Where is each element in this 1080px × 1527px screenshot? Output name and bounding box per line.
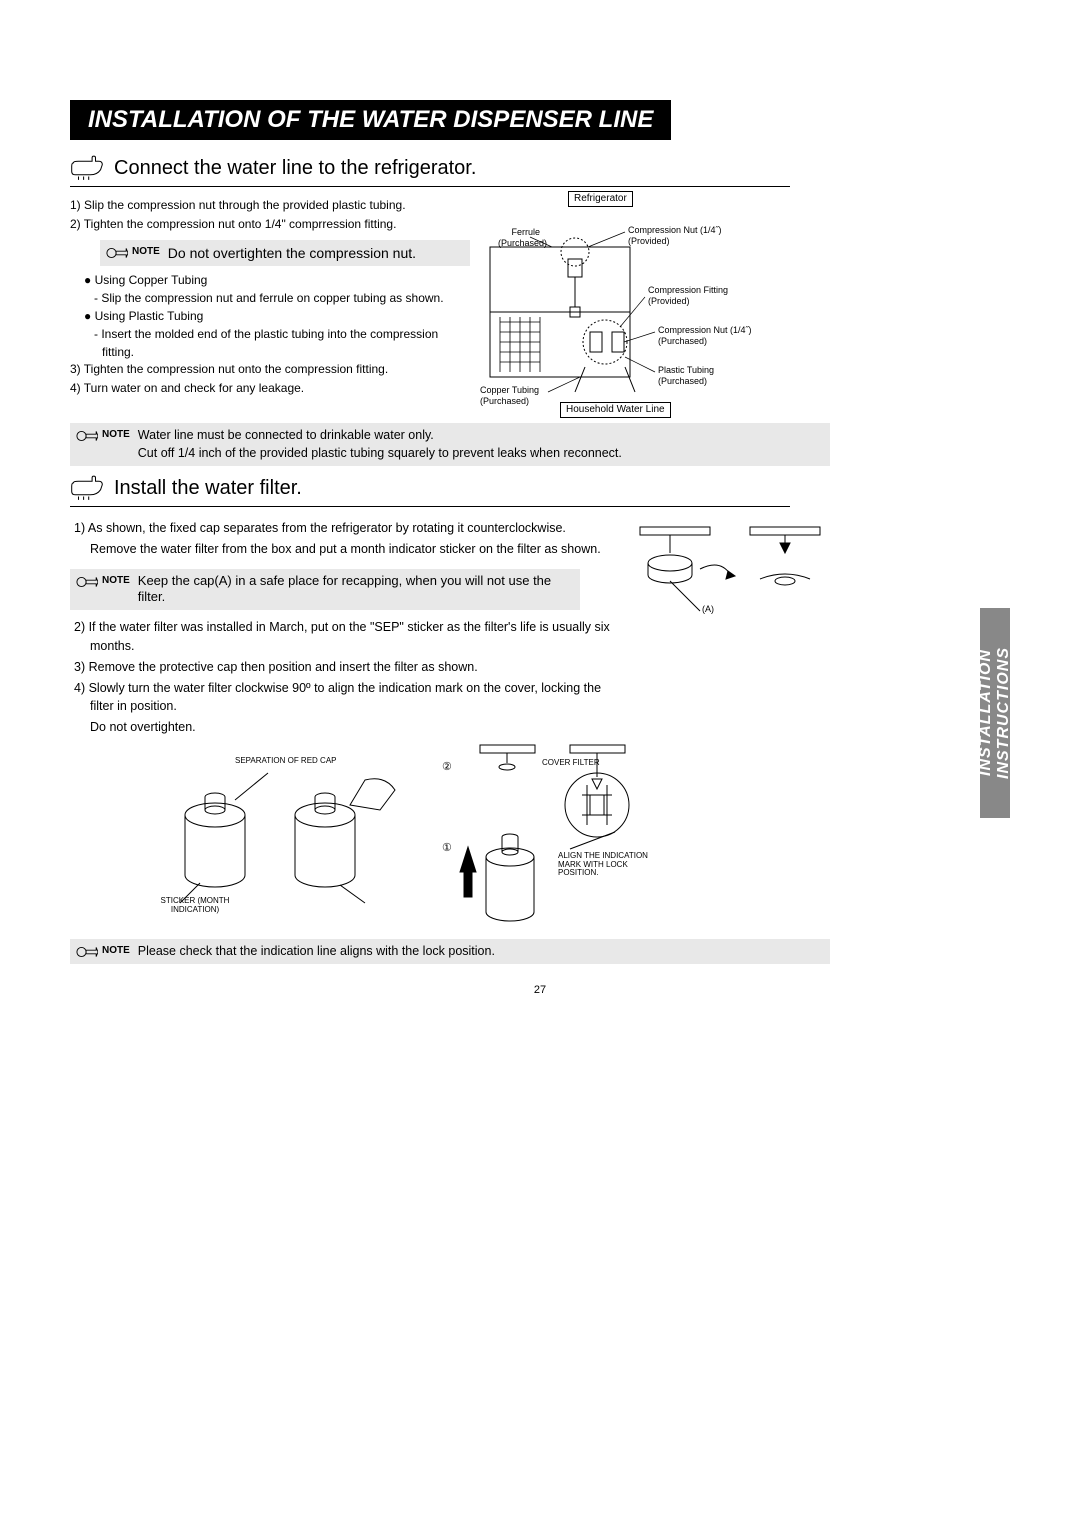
note-label: NOTE — [102, 575, 130, 586]
label-ferrule: Ferrule (Purchased) — [498, 227, 540, 249]
label-circ1: ① — [442, 842, 452, 855]
label-plastictube-s: (Purchased) — [658, 376, 707, 386]
section1-diagram: Refrigerator Ferrule (Purchased) Compres… — [480, 197, 830, 417]
note-pointer-icon — [76, 429, 98, 443]
label-compnut-prov-s: (Provided) — [628, 236, 670, 246]
bullet-plastic: ● Using Plastic Tubing — [70, 308, 470, 325]
label-compnut-pur-t: Compression Nut (1/4˝) — [658, 325, 752, 335]
section-heading-filter: Install the water filter. — [70, 474, 790, 507]
note-text-2: Water line must be connected to drinkabl… — [138, 427, 622, 462]
label-coppertube-t: Copper Tubing — [480, 385, 539, 395]
filter-step3: 3) Remove the protective cap then positi… — [70, 658, 610, 677]
hand-pointer-icon — [70, 154, 104, 182]
filter-step1b: Remove the water filter from the box and… — [70, 540, 610, 559]
filter-sticker-diagram: SEPARATION OF RED CAP STICKER (MONTH IND… — [150, 755, 430, 915]
note2-line2: Cut off 1/4 inch of the provided plastic… — [138, 445, 622, 463]
label-compfit-s: (Provided) — [648, 296, 690, 306]
label-compnut-prov-t: Compression Nut (1/4˝) — [628, 225, 722, 235]
note-box-3: NOTE Keep the cap(A) in a safe place for… — [70, 569, 580, 611]
section-heading-connect: Connect the water line to the refrigerat… — [70, 154, 790, 187]
note-label: NOTE — [132, 246, 160, 257]
note-box-4: NOTE Please check that the indication li… — [70, 939, 830, 965]
filter-step4b: Do not overtighten. — [70, 718, 610, 737]
label-a: (A) — [702, 604, 714, 615]
note2-line1: Water line must be connected to drinkabl… — [138, 427, 622, 445]
note-text-1: Do not overtighten the compression nut. — [168, 244, 416, 262]
label-compnut-pur: Compression Nut (1/4˝) (Purchased) — [658, 325, 752, 347]
align-illustration — [430, 737, 650, 937]
note-pointer-icon — [76, 945, 98, 959]
filter-align-diagram: ② ① COVER FILTER ALIGN THE INDICATION MA… — [430, 737, 650, 927]
filter-step1a: 1) As shown, the fixed cap separates fro… — [70, 519, 610, 538]
label-coverfilter: COVER FILTER — [542, 759, 600, 768]
filter-align-col: ② ① COVER FILTER ALIGN THE INDICATION MA… — [430, 737, 830, 927]
section2-diagrams-row: SEPARATION OF RED CAP STICKER (MONTH IND… — [70, 737, 830, 927]
cap-removal-illustration — [610, 519, 830, 629]
section2-text1: 1) As shown, the fixed cap separates fro… — [70, 519, 610, 737]
label-compfit-t: Compression Fitting — [648, 285, 728, 295]
note-pointer-icon — [106, 246, 128, 260]
section2-row1: 1) As shown, the fixed cap separates fro… — [70, 519, 830, 737]
section-title-connect: Connect the water line to the refrigerat… — [114, 157, 476, 180]
step-2: 2) Tighten the compression nut onto 1/4"… — [70, 216, 470, 233]
sub-plastic: - Insert the molded end of the plastic t… — [70, 326, 470, 361]
note-label: NOTE — [102, 945, 130, 956]
note-text-4: Please check that the indication line al… — [138, 943, 495, 961]
label-compfit: Compression Fitting (Provided) — [648, 285, 728, 307]
label-compnut-prov: Compression Nut (1/4˝) (Provided) — [628, 225, 722, 247]
label-ferrule-t: Ferrule — [511, 227, 540, 237]
bullet-copper: ● Using Copper Tubing — [70, 272, 470, 289]
section1-columns: 1) Slip the compression nut through the … — [70, 197, 830, 417]
note-label: NOTE — [102, 429, 130, 440]
section1-text: 1) Slip the compression nut through the … — [70, 197, 480, 417]
page-banner: INSTALLATION OF THE WATER DISPENSER LINE — [70, 100, 671, 140]
label-compnut-pur-s: (Purchased) — [658, 336, 707, 346]
note-text-3: Keep the cap(A) in a safe place for reca… — [138, 573, 574, 607]
label-plastictube: Plastic Tubing (Purchased) — [658, 365, 714, 387]
note-box-1: NOTE Do not overtighten the compression … — [100, 240, 470, 266]
label-circ2: ② — [442, 761, 452, 774]
manual-page: INSTALLATION OF THE WATER DISPENSER LINE… — [0, 0, 1080, 1056]
label-ferrule-s: (Purchased) — [498, 238, 547, 248]
label-separation: SEPARATION OF RED CAP — [235, 757, 337, 766]
label-sticker: STICKER (MONTH INDICATION) — [140, 897, 250, 915]
filter-step2: 2) If the water filter was installed in … — [70, 618, 610, 656]
page-number: 27 — [70, 984, 1010, 996]
bullet-copper-head: Using Copper Tubing — [95, 273, 208, 287]
filter-top-diagram: (A) — [610, 519, 830, 619]
note-pointer-icon — [76, 575, 98, 589]
step-4: 4) Turn water on and check for any leaka… — [70, 380, 470, 397]
note-box-2: NOTE Water line must be connected to dri… — [70, 423, 830, 466]
bullet-plastic-head: Using Plastic Tubing — [95, 309, 204, 323]
sub-copper: - Slip the compression nut and ferrule o… — [70, 290, 470, 307]
step-3: 3) Tighten the compression nut onto the … — [70, 361, 470, 378]
label-coppertube: Copper Tubing (Purchased) — [480, 385, 539, 407]
refrigerator-diagram: Refrigerator Ferrule (Purchased) Compres… — [480, 197, 820, 417]
label-align: ALIGN THE INDICATION MARK WITH LOCK POSI… — [558, 852, 668, 878]
section-title-filter: Install the water filter. — [114, 477, 302, 500]
filter-step4a: 4) Slowly turn the water filter clockwis… — [70, 679, 610, 717]
hand-pointer-icon — [70, 474, 104, 502]
label-plastictube-t: Plastic Tubing — [658, 365, 714, 375]
label-household: Household Water Line — [560, 402, 671, 418]
sticker-illustration — [150, 755, 430, 915]
side-tab-installation: INSTALLATION INSTRUCTIONS — [980, 608, 1010, 818]
label-coppertube-s: (Purchased) — [480, 396, 529, 406]
section2-diag-top: (A) — [610, 519, 830, 737]
step-1: 1) Slip the compression nut through the … — [70, 197, 470, 214]
label-refrigerator: Refrigerator — [568, 191, 633, 207]
